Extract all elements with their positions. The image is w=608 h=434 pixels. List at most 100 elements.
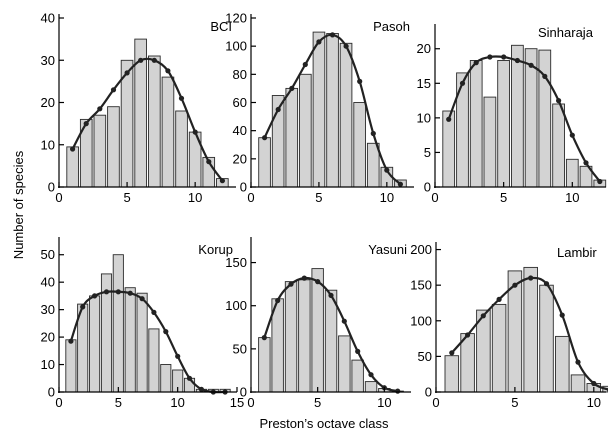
fit-point <box>192 129 198 135</box>
panel-bci: 0 10 20 30 40 0 5 10 BCI <box>41 11 236 205</box>
fit-point <box>569 132 575 138</box>
bar <box>284 281 298 393</box>
x-tick-label: 10 <box>188 190 202 205</box>
bar <box>66 146 79 188</box>
panel-title: Sinharaja <box>538 25 594 40</box>
y-tick-label: 30 <box>41 53 55 68</box>
fit-point <box>219 178 225 184</box>
fit-point <box>528 275 534 281</box>
y-tick-label: 10 <box>417 110 431 125</box>
fit-point <box>83 121 89 127</box>
x-tick-label: 10 <box>377 395 391 410</box>
y-tick-label: 200 <box>410 242 432 257</box>
fit-point <box>262 135 268 141</box>
fit-point <box>501 54 507 60</box>
x-tick-label: 10 <box>587 395 601 410</box>
y-tick-label: 20 <box>417 41 431 56</box>
fit-point <box>68 338 74 344</box>
fit-point <box>341 318 347 324</box>
y-tick-label: 40 <box>41 275 55 290</box>
x-tick-label: 10 <box>380 190 394 205</box>
panel-title: Pasoh <box>373 19 410 34</box>
bar <box>160 364 172 393</box>
bar <box>570 374 586 393</box>
panel-sinharaja: 0 5 10 15 20 0 5 10 Sinharaja <box>417 24 607 205</box>
panel-title: Korup <box>198 242 233 257</box>
y-tick-label: 20 <box>233 151 247 166</box>
fit-point <box>198 386 204 392</box>
panel-title: Lambir <box>557 245 597 260</box>
bar <box>258 337 271 393</box>
y-tick-label: 150 <box>225 255 247 270</box>
fit-point <box>473 60 479 66</box>
fit-point <box>315 279 321 285</box>
bar <box>285 87 299 188</box>
bar <box>161 76 175 188</box>
y-tick-label: 5 <box>424 145 431 160</box>
bar <box>311 268 324 393</box>
fit-point <box>459 80 466 86</box>
bar <box>339 42 353 188</box>
y-tick-label: 40 <box>233 123 247 138</box>
bar <box>338 335 351 393</box>
bar <box>497 60 510 188</box>
fit-point <box>97 106 103 112</box>
fit-point <box>178 95 185 101</box>
x-tick-label: 5 <box>511 395 518 410</box>
bar <box>555 335 570 393</box>
fit-point <box>528 62 534 68</box>
fit-point <box>316 39 322 45</box>
fit-point <box>328 292 334 298</box>
y-tick-label: 0 <box>240 180 247 195</box>
x-tick-label: 10 <box>170 395 184 410</box>
fit-point <box>583 160 589 166</box>
x-tick-label: 0 <box>55 190 62 205</box>
y-tick-label: 120 <box>225 11 247 26</box>
bar <box>366 142 380 188</box>
y-tick-label: 30 <box>41 302 55 317</box>
fit-point <box>175 353 181 359</box>
x-tick-label: 15 <box>230 395 244 410</box>
bar <box>148 55 161 188</box>
fit-point <box>115 289 121 295</box>
y-tick-label: 0 <box>424 180 431 195</box>
fit-point <box>384 167 390 173</box>
fit-point <box>512 282 518 288</box>
bar <box>483 96 497 188</box>
x-tick-label: 0 <box>247 395 254 410</box>
bar <box>312 31 326 188</box>
fit-point <box>186 375 193 381</box>
fit-point <box>397 181 403 187</box>
fit-point <box>165 68 171 74</box>
y-tick-label: 50 <box>41 247 55 262</box>
fit-point <box>559 312 565 318</box>
panel-lambir: 0 50 100 150 200 0 5 10 Lambir <box>410 242 608 410</box>
y-tick-label: 40 <box>41 11 55 26</box>
bar <box>523 266 538 393</box>
fit-point <box>368 372 374 378</box>
fit-point <box>103 289 110 295</box>
bar <box>552 103 565 188</box>
y-tick-label: 150 <box>410 278 432 293</box>
fit-point <box>92 293 98 299</box>
bar <box>353 102 366 188</box>
y-tick-label: 0 <box>48 180 55 195</box>
bar <box>351 359 364 393</box>
fit-point <box>151 309 157 315</box>
y-tick-label: 50 <box>418 349 432 364</box>
y-tick-label: 0 <box>425 385 432 400</box>
y-tick-label: 0 <box>48 385 55 400</box>
y-axis-label: Number of species <box>11 150 26 259</box>
bar <box>298 279 311 393</box>
fit-point <box>163 329 169 335</box>
bar <box>258 137 271 188</box>
bar <box>524 48 538 188</box>
fit-point <box>575 359 581 365</box>
bar <box>511 44 524 188</box>
x-tick-label: 5 <box>314 395 321 410</box>
fit-point <box>355 348 361 354</box>
fit-point <box>465 332 471 338</box>
x-tick-label: 0 <box>247 190 254 205</box>
fit-point <box>449 350 455 356</box>
